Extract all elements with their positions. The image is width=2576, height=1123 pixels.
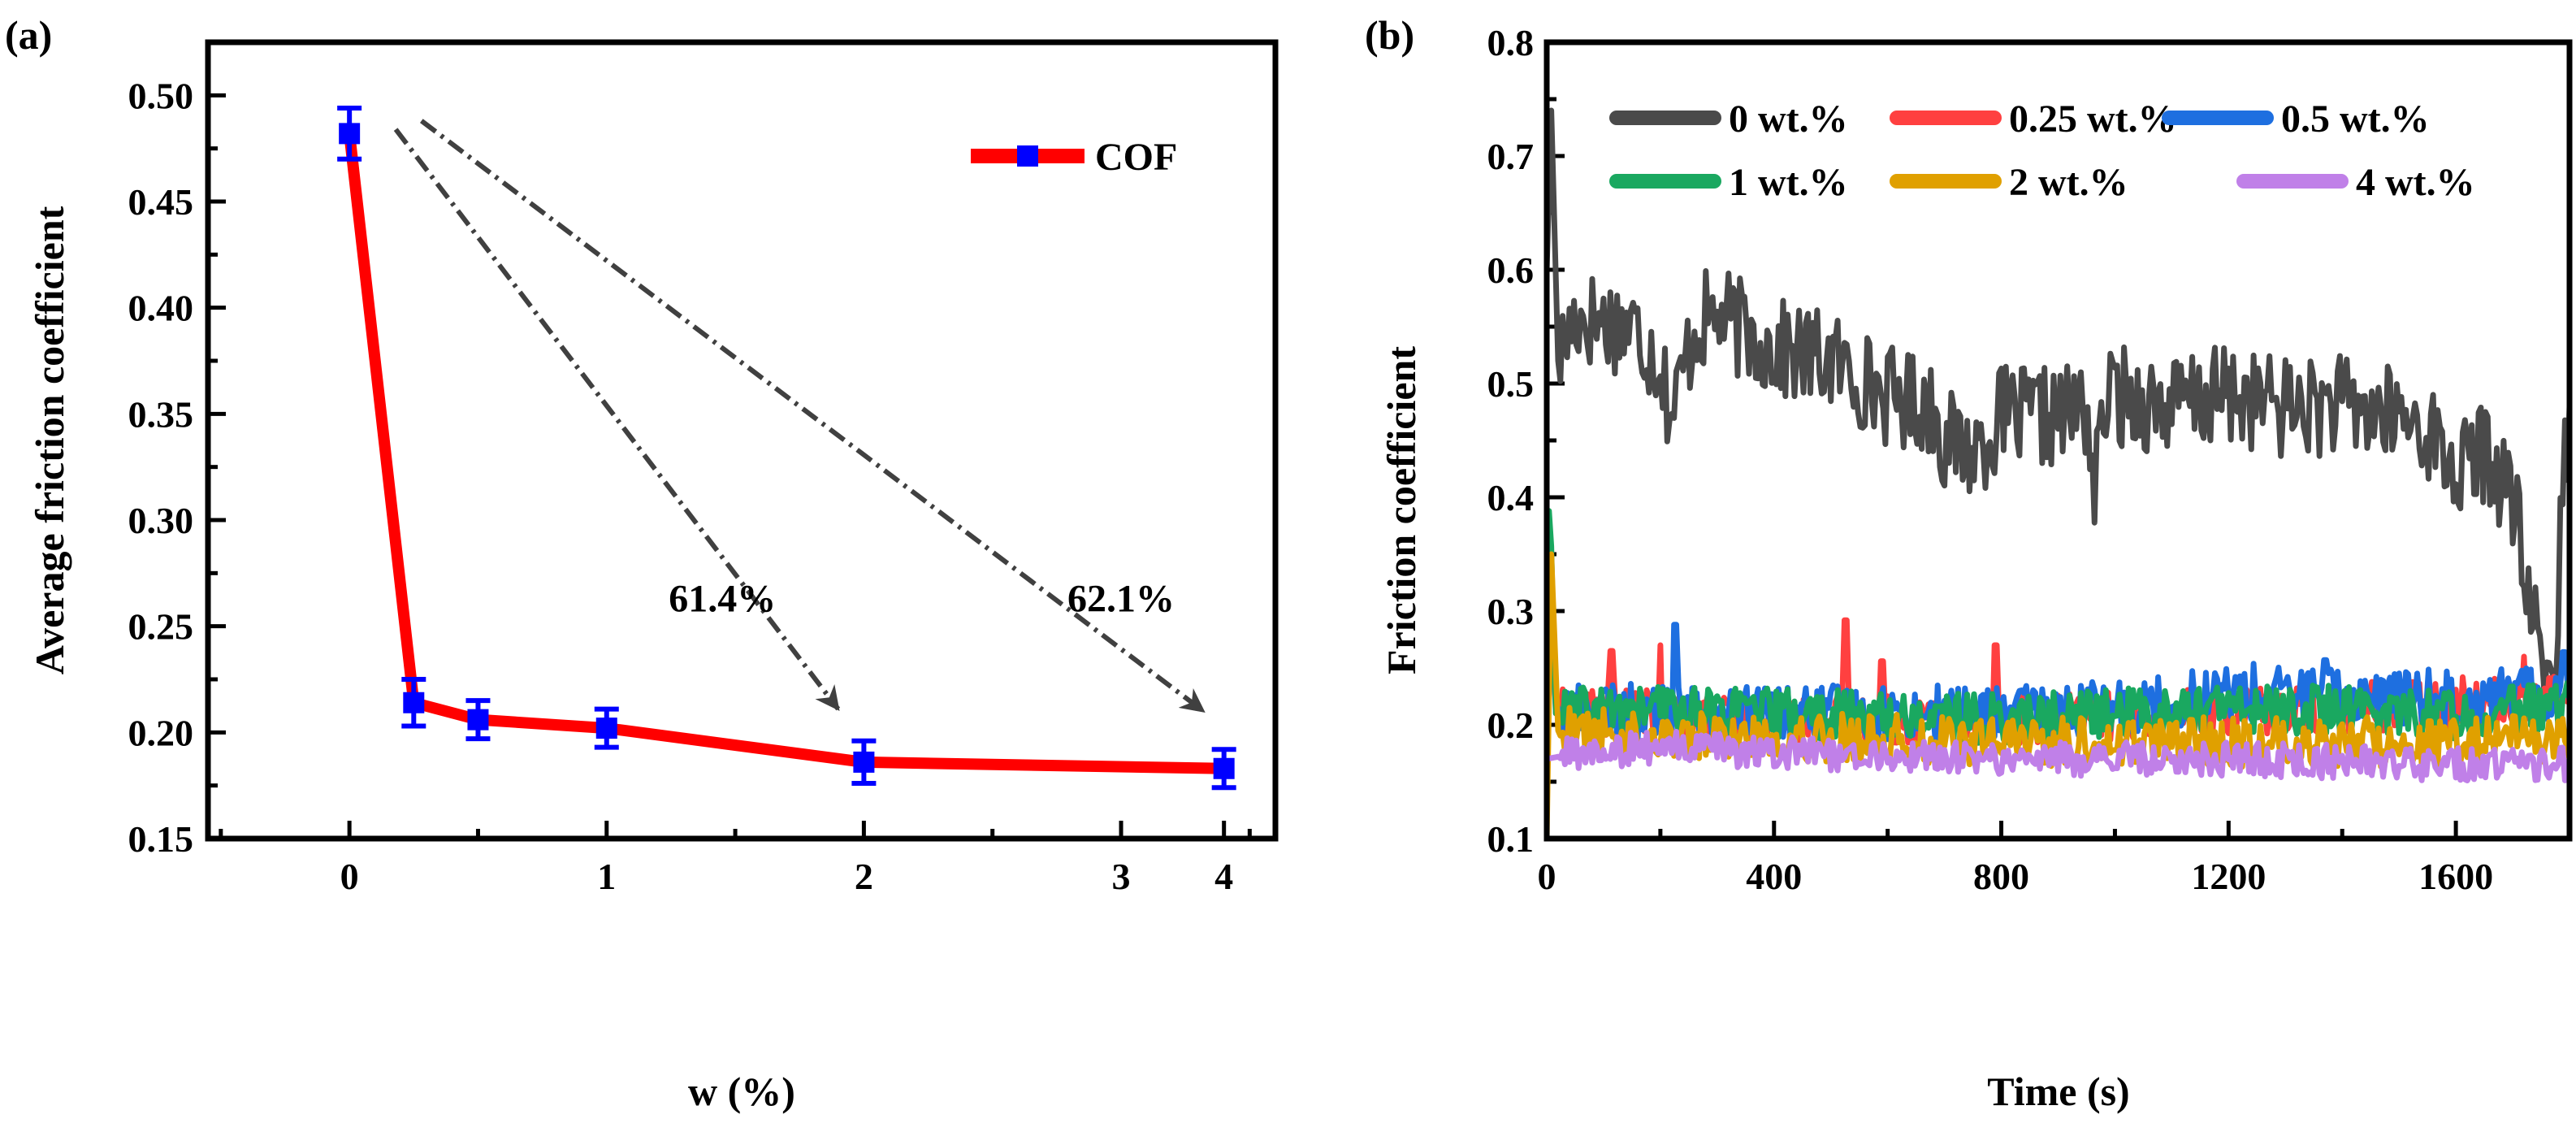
- panel-a: (a) 0.15 0.20 0.25 0.30 0.35 0.40 0.45 0.50 0 1 2 3…: [5, 12, 1279, 1114]
- dash-dot-arrow: [419, 119, 1206, 713]
- panel-b-y-axis-label: Friction coefficient: [1379, 346, 1424, 674]
- legend-label: 1 wt.%: [1729, 161, 1848, 204]
- y-tick-label: 0.4: [1487, 477, 1535, 518]
- y-tick-label: 0.3: [1487, 591, 1535, 632]
- y-tick-label: 0.15: [128, 818, 194, 860]
- panel-a-axes: 0.15 0.20 0.25 0.30 0.35 0.40 0.45 0.50 0 1 2 3 4: [128, 75, 1252, 897]
- x-tick-label: 3: [1112, 856, 1131, 897]
- x-tick-label: 1600: [2418, 856, 2493, 897]
- x-tick-label: 400: [1746, 856, 1802, 897]
- data-point: [595, 718, 617, 739]
- y-tick-label: 0.25: [128, 606, 194, 648]
- y-tick-label: 0.35: [128, 393, 194, 435]
- panel-a-x-axis-label: w (%): [688, 1069, 795, 1114]
- y-tick-label: 0.6: [1487, 249, 1535, 291]
- y-tick-label: 0.20: [128, 712, 194, 753]
- data-point: [339, 123, 361, 145]
- panel-b-label: (b): [1365, 12, 1414, 58]
- x-tick-label: 1200: [2191, 856, 2266, 897]
- series-line-0: [1543, 107, 2573, 698]
- panel-b-series: [1543, 107, 2573, 839]
- annotation-62-1: 62.1%: [1067, 577, 1175, 620]
- annotation-61-4: 61.4%: [669, 577, 776, 620]
- x-tick-label: 0: [1538, 856, 1556, 897]
- legend-label: 0 wt.%: [1729, 98, 1848, 141]
- panel-a-arrows: [393, 119, 1206, 713]
- x-tick-label: 2: [855, 856, 873, 897]
- panel-a-legend: COF: [971, 136, 1177, 179]
- y-tick-label: 0.1: [1487, 818, 1535, 860]
- panel-b-x-axis-label: Time (s): [1987, 1069, 2129, 1114]
- legend-label: 2 wt.%: [2009, 161, 2128, 204]
- y-tick-label: 0.7: [1487, 136, 1535, 177]
- y-tick-label: 0.30: [128, 500, 194, 541]
- data-point: [853, 751, 875, 773]
- y-tick-label: 0.50: [128, 75, 194, 116]
- legend-label: 4 wt.%: [2356, 161, 2475, 204]
- y-tick-label: 0.40: [128, 288, 194, 329]
- data-point: [403, 692, 425, 713]
- x-tick-label: 800: [1973, 856, 2029, 897]
- x-tick-label: 1: [597, 856, 616, 897]
- x-tick-label: 4: [1214, 856, 1233, 897]
- x-tick-label: 0: [340, 856, 359, 897]
- legend-marker-cof: [1017, 145, 1038, 167]
- legend-label-cof: COF: [1095, 136, 1177, 179]
- legend-label: 0.25 wt.%: [2009, 98, 2177, 141]
- panel-a-series: [337, 106, 1236, 791]
- y-tick-label: 0.8: [1487, 22, 1535, 63]
- data-point: [1213, 757, 1235, 779]
- series-line-5: [1546, 729, 2573, 783]
- panel-b: (b) 0.1 0.2 0.3 0.4 0.5 0.6 0.7 0.8 0 400 800 1200 1…: [1365, 12, 2573, 1114]
- panel-b-plot-frame: [1543, 39, 2573, 842]
- data-point: [467, 709, 489, 731]
- legend-label: 0.5 wt.%: [2281, 98, 2430, 141]
- cof-line: [344, 132, 1224, 774]
- panel-a-plot-frame: [205, 39, 1279, 842]
- y-tick-label: 0.2: [1487, 705, 1535, 746]
- y-tick-label: 0.5: [1487, 363, 1535, 405]
- panel-a-label: (a): [5, 12, 52, 58]
- panel-b-legend: 0 wt.% 0.25 wt.% 0.5 wt.% 1 wt.% 2 wt.% 4 wt.…: [1609, 98, 2475, 204]
- panel-a-y-axis-label: Average friction coefficient: [27, 206, 72, 674]
- y-tick-label: 0.45: [128, 181, 194, 223]
- dash-dot-arrow: [393, 128, 841, 711]
